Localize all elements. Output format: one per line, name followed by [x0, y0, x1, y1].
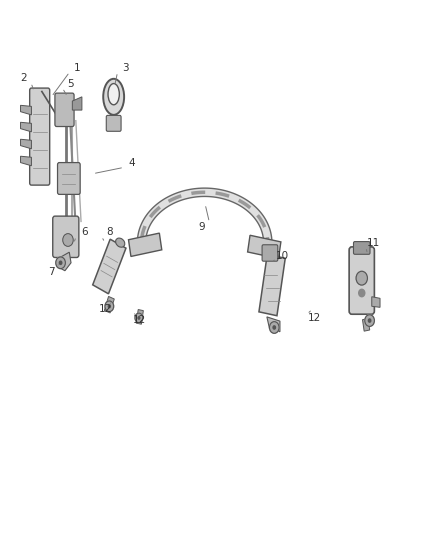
FancyBboxPatch shape — [106, 115, 121, 131]
Text: 12: 12 — [99, 304, 112, 314]
Circle shape — [269, 321, 279, 333]
Circle shape — [367, 318, 371, 323]
Circle shape — [272, 325, 276, 330]
Text: 11: 11 — [367, 238, 380, 248]
Polygon shape — [247, 235, 281, 259]
Text: 2: 2 — [20, 73, 26, 83]
Circle shape — [356, 271, 367, 285]
Polygon shape — [57, 252, 71, 271]
Ellipse shape — [108, 84, 119, 105]
Circle shape — [108, 304, 111, 309]
Text: 12: 12 — [133, 314, 146, 325]
FancyBboxPatch shape — [30, 88, 49, 185]
Polygon shape — [93, 239, 126, 294]
FancyBboxPatch shape — [349, 247, 374, 314]
Circle shape — [359, 289, 365, 297]
Text: 9: 9 — [198, 222, 205, 232]
Text: 10: 10 — [276, 251, 289, 261]
Circle shape — [365, 315, 374, 326]
Circle shape — [138, 316, 141, 320]
Text: 3: 3 — [122, 63, 129, 72]
Text: 1: 1 — [74, 63, 81, 72]
Circle shape — [59, 261, 63, 265]
FancyBboxPatch shape — [353, 241, 370, 254]
Polygon shape — [363, 319, 370, 331]
Circle shape — [135, 313, 143, 322]
Polygon shape — [72, 97, 82, 110]
Polygon shape — [104, 296, 114, 313]
Text: 5: 5 — [67, 78, 74, 88]
Polygon shape — [21, 122, 32, 132]
Text: 4: 4 — [129, 158, 135, 168]
FancyBboxPatch shape — [53, 216, 79, 257]
Text: 8: 8 — [106, 227, 113, 237]
Polygon shape — [259, 254, 285, 316]
FancyBboxPatch shape — [262, 245, 278, 261]
Polygon shape — [372, 297, 380, 308]
Polygon shape — [136, 310, 143, 324]
Ellipse shape — [116, 238, 125, 247]
Polygon shape — [21, 139, 32, 149]
Circle shape — [63, 233, 73, 246]
Text: 7: 7 — [48, 267, 55, 277]
Ellipse shape — [103, 79, 124, 115]
Polygon shape — [21, 106, 32, 115]
Text: 6: 6 — [81, 227, 88, 237]
Polygon shape — [128, 233, 162, 256]
Text: 12: 12 — [308, 313, 321, 324]
FancyBboxPatch shape — [57, 163, 80, 195]
Circle shape — [56, 257, 65, 269]
FancyBboxPatch shape — [55, 93, 74, 126]
Polygon shape — [267, 317, 280, 332]
Circle shape — [105, 301, 114, 312]
Polygon shape — [21, 156, 32, 166]
